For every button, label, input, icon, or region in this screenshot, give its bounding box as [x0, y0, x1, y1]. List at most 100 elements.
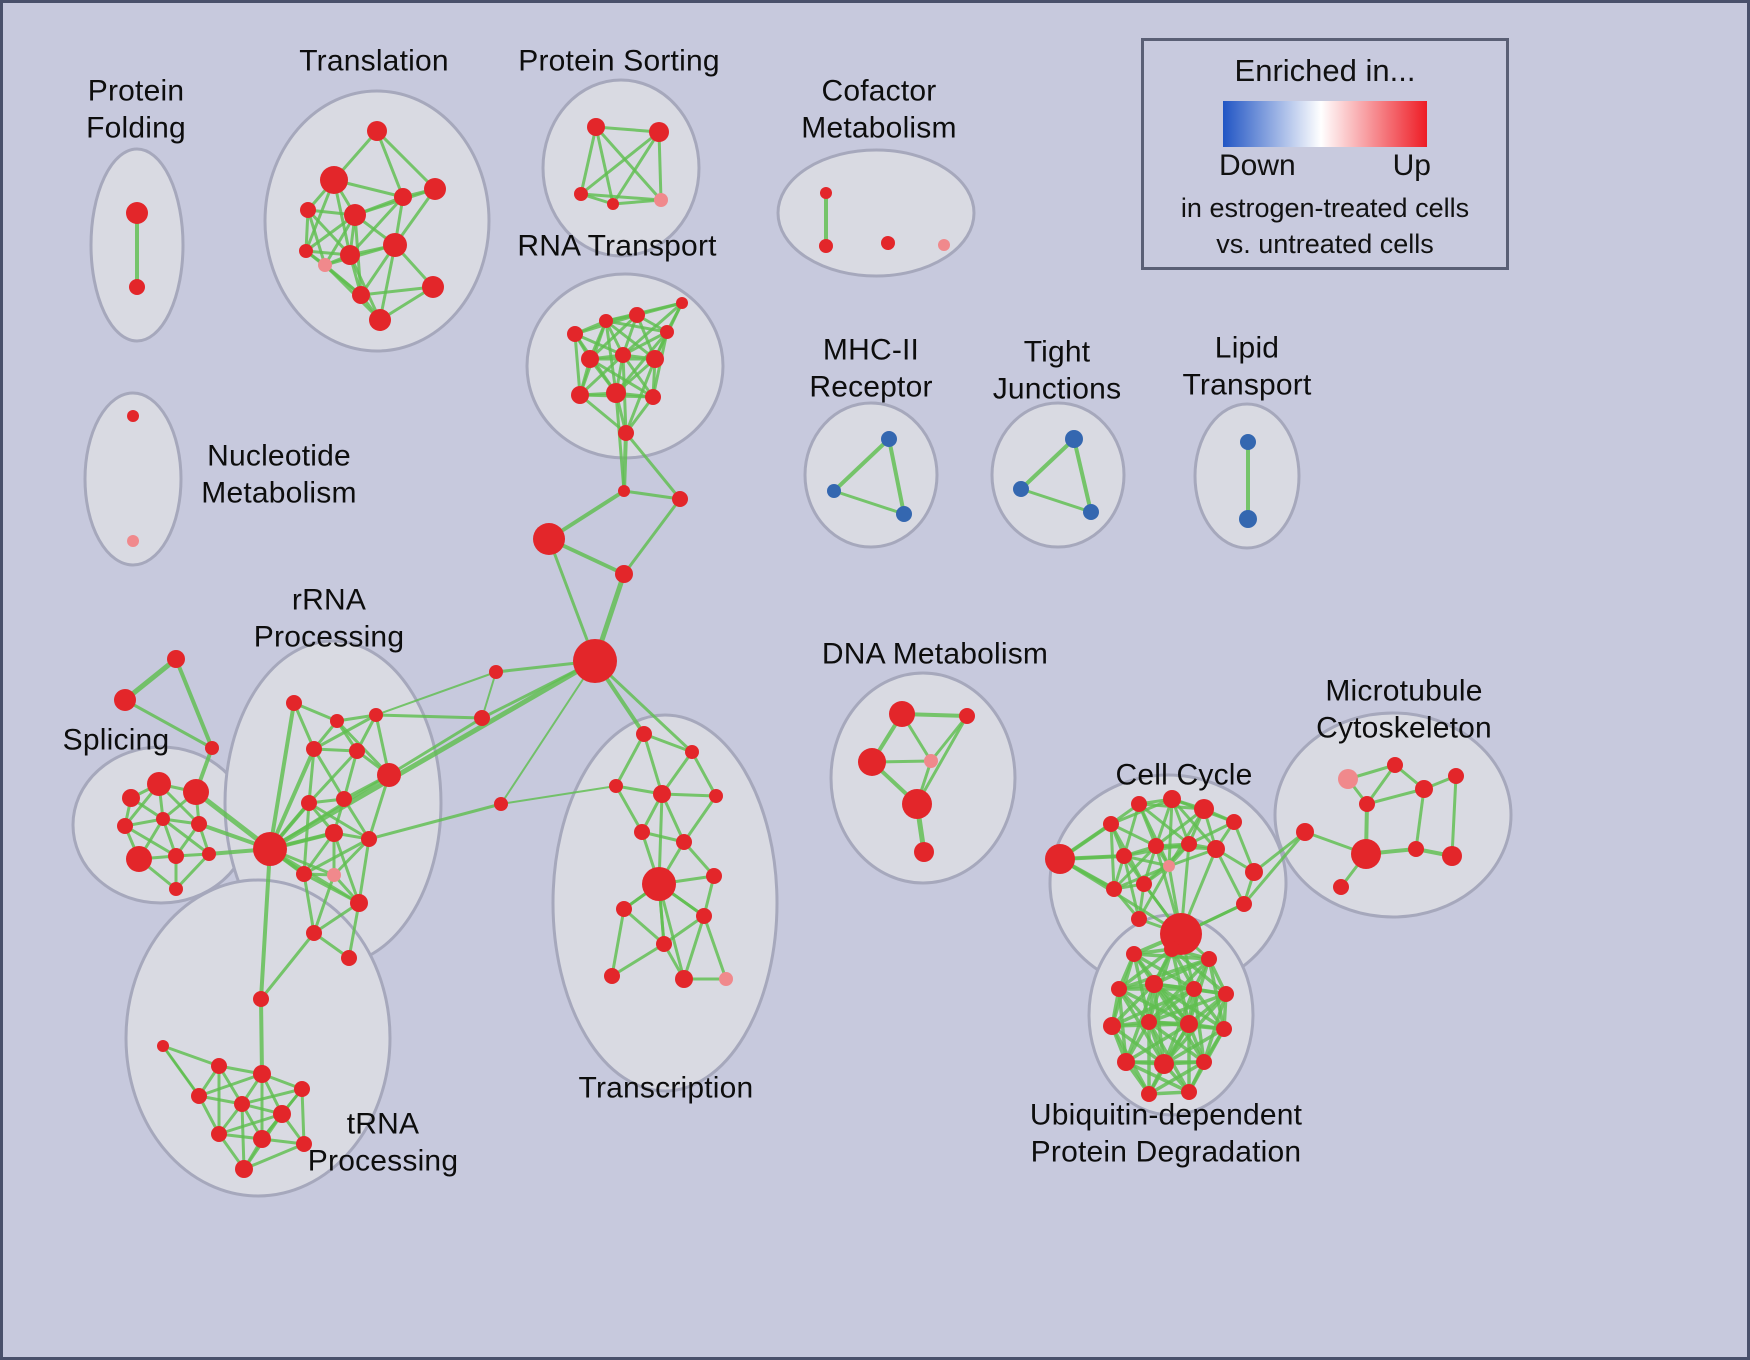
cluster-ellipse-mhc-ii-receptor — [803, 401, 939, 549]
network-node — [938, 239, 950, 251]
network-edge — [259, 847, 272, 1001]
network-node — [299, 244, 313, 258]
network-node — [581, 350, 599, 368]
network-edge — [259, 997, 264, 1076]
network-node — [1126, 946, 1142, 962]
network-node — [168, 848, 184, 864]
network-edge — [604, 319, 669, 334]
network-edge — [594, 125, 663, 202]
network-edge — [579, 125, 598, 196]
network-node — [719, 972, 733, 986]
network-node — [253, 832, 287, 866]
network-edge — [579, 192, 663, 202]
network-edge — [375, 129, 405, 199]
network-node — [147, 772, 171, 796]
network-node — [156, 812, 170, 826]
network-node — [211, 1126, 227, 1142]
network-node — [1163, 790, 1181, 808]
network-node — [350, 894, 368, 912]
network-node — [294, 1081, 310, 1097]
network-node — [157, 1040, 169, 1052]
network-node — [1083, 504, 1099, 520]
legend-scale: Down Up — [1219, 149, 1431, 183]
network-node — [896, 506, 912, 522]
network-node — [211, 1058, 227, 1074]
cluster-ellipse-dna-metabolism — [829, 671, 1017, 885]
network-edge — [332, 837, 371, 877]
network-node — [616, 901, 632, 917]
network-edge — [610, 907, 626, 978]
network-edge — [642, 732, 664, 796]
network-node — [606, 383, 626, 403]
legend-title: Enriched in... — [1234, 53, 1416, 88]
network-node — [685, 745, 699, 759]
network-edge — [662, 914, 706, 946]
network-node — [1207, 840, 1225, 858]
network-node — [361, 831, 377, 847]
network-node — [706, 868, 722, 884]
network-node — [709, 789, 723, 803]
network-edge — [682, 794, 718, 844]
network-node — [1117, 1053, 1135, 1071]
network-edge — [579, 130, 661, 196]
network-node — [1145, 975, 1163, 993]
network-node — [827, 484, 841, 498]
network-edge — [578, 353, 625, 397]
network-node — [1415, 780, 1433, 798]
network-edge — [240, 1087, 304, 1106]
network-edge — [624, 431, 682, 501]
network-node — [1359, 796, 1375, 812]
network-node — [320, 166, 348, 194]
network-node — [489, 665, 503, 679]
network-edge — [832, 437, 891, 493]
network-node — [122, 789, 140, 807]
network-edge — [197, 1072, 264, 1098]
network-edge — [268, 747, 316, 851]
network-edge — [174, 657, 214, 750]
network-edge — [347, 901, 361, 960]
network-node — [117, 818, 133, 834]
legend: Enriched in... Down Up in estrogen-treat… — [1141, 38, 1509, 270]
network-node — [672, 491, 688, 507]
network-edge — [573, 332, 582, 397]
network-node — [656, 936, 672, 952]
network-node — [881, 236, 895, 250]
network-edge — [1110, 1024, 1166, 1066]
network-edge — [614, 732, 646, 788]
network-node — [369, 708, 383, 722]
network-node — [253, 1065, 271, 1083]
network-node — [1103, 1017, 1121, 1035]
network-edge — [375, 129, 437, 191]
network-edge — [300, 1087, 306, 1146]
network-node — [1240, 434, 1256, 450]
network-node — [676, 297, 688, 309]
network-node — [1181, 836, 1197, 852]
network-node — [618, 425, 634, 441]
network-node — [634, 824, 650, 840]
network-node — [367, 121, 387, 141]
network-edge — [500, 785, 617, 805]
network-edge — [929, 714, 969, 763]
network-node — [654, 193, 668, 207]
network-edge — [1110, 987, 1196, 1028]
cluster-ellipse-microtubule-cytoskeleton — [1273, 711, 1513, 919]
network-node — [202, 847, 216, 861]
network-edge — [614, 391, 626, 493]
network-node — [924, 754, 938, 768]
legend-caption: in estrogen-treated cells vs. untreated … — [1180, 193, 1470, 259]
network-node — [1218, 986, 1234, 1002]
network-edge — [604, 319, 657, 361]
network-node — [253, 1130, 271, 1148]
network-node — [394, 188, 412, 206]
network-edge — [832, 489, 906, 516]
network-node — [1164, 941, 1180, 957]
network-edge — [1110, 982, 1156, 1028]
network-edge — [690, 750, 718, 798]
network-edge — [594, 125, 661, 134]
network-node — [889, 701, 915, 727]
network-node — [573, 639, 617, 683]
network-node — [340, 245, 360, 265]
network-edge — [292, 701, 316, 751]
network-node — [609, 779, 623, 793]
network-node — [422, 276, 444, 298]
